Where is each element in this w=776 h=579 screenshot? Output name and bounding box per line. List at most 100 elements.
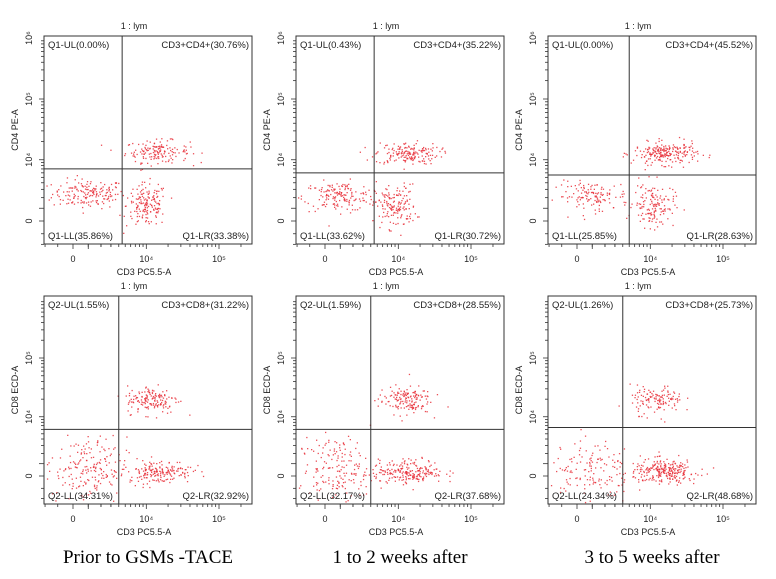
data-point: [148, 468, 150, 470]
data-point: [396, 464, 398, 466]
data-point: [82, 469, 84, 471]
data-point: [82, 212, 84, 214]
data-point: [332, 485, 334, 487]
data-point: [654, 398, 656, 400]
data-point: [403, 206, 405, 208]
data-point: [153, 146, 155, 148]
data-point: [405, 482, 407, 484]
data-point: [398, 207, 400, 209]
data-point: [358, 465, 360, 468]
data-point: [424, 472, 426, 475]
data-point: [413, 463, 415, 465]
data-point: [138, 401, 140, 403]
data-point: [112, 434, 114, 437]
data-point: [140, 403, 142, 405]
data-point: [395, 159, 397, 161]
data-point: [412, 148, 414, 150]
data-point: [416, 475, 418, 478]
data-point: [328, 483, 330, 485]
data-point: [140, 201, 142, 203]
data-point: [396, 187, 399, 189]
data-point: [664, 470, 666, 472]
data-point: [143, 153, 145, 155]
data-point: [318, 189, 321, 191]
data-point: [598, 210, 600, 212]
data-point: [323, 466, 325, 468]
data-point: [647, 212, 649, 215]
y-tick-label: 10⁵: [24, 351, 34, 365]
data-point: [411, 157, 414, 159]
data-point: [664, 154, 667, 156]
data-point: [383, 211, 385, 214]
data-point: [68, 187, 70, 189]
data-point: [396, 394, 398, 396]
data-point: [649, 469, 652, 471]
data-point: [190, 146, 192, 148]
data-point: [612, 465, 614, 468]
data-point: [138, 143, 140, 146]
data-point: [638, 472, 640, 474]
data-point: [172, 470, 174, 472]
data-point: [65, 468, 67, 470]
data-point: [567, 201, 569, 203]
data-point: [601, 194, 603, 196]
data-point: [136, 208, 138, 210]
data-point: [146, 207, 148, 209]
data-point: [403, 185, 405, 188]
data-point: [660, 148, 662, 150]
data-point: [142, 188, 144, 191]
data-point: [364, 146, 366, 149]
data-point: [422, 478, 424, 480]
data-point: [585, 194, 587, 197]
data-point: [330, 189, 333, 191]
quadrant-label-ur: CD3+CD4+(45.52%): [665, 40, 753, 51]
data-point: [598, 208, 600, 210]
data-points: [298, 140, 447, 236]
data-point: [56, 492, 58, 494]
x-tick-label: 10⁵: [716, 514, 730, 524]
data-point: [649, 395, 651, 398]
data-point: [141, 401, 143, 403]
data-point: [636, 466, 638, 468]
data-point: [662, 210, 665, 212]
data-point: [149, 403, 151, 405]
data-point: [426, 153, 428, 155]
data-point: [355, 447, 357, 450]
data-point: [355, 191, 357, 193]
data-point: [341, 185, 344, 188]
data-point: [676, 401, 679, 403]
data-point: [332, 197, 334, 200]
data-point: [166, 390, 168, 392]
data-point: [407, 158, 409, 160]
data-point: [414, 390, 416, 393]
data-point: [142, 209, 144, 211]
data-point: [52, 193, 54, 196]
data-point: [708, 156, 710, 159]
data-point: [675, 472, 677, 474]
data-point: [141, 396, 143, 398]
data-point: [643, 475, 646, 477]
data-point: [664, 385, 666, 387]
data-point: [110, 183, 113, 186]
data-point: [320, 488, 322, 490]
data-point: [57, 475, 59, 477]
data-point: [393, 463, 395, 465]
data-point: [669, 468, 671, 470]
data-point: [166, 398, 168, 400]
data-point: [410, 395, 412, 397]
data-point: [146, 477, 148, 479]
data-point: [635, 191, 637, 194]
data-point: [176, 148, 178, 151]
data-point: [405, 392, 407, 394]
data-point: [578, 449, 581, 452]
data-point: [150, 403, 152, 405]
data-point: [642, 194, 644, 196]
data-point: [406, 414, 408, 416]
data-point: [589, 479, 591, 481]
data-point: [116, 492, 118, 494]
data-point: [380, 472, 382, 474]
data-point: [75, 466, 77, 469]
data-point: [300, 198, 302, 200]
data-point: [101, 477, 103, 479]
data-point: [332, 203, 334, 205]
